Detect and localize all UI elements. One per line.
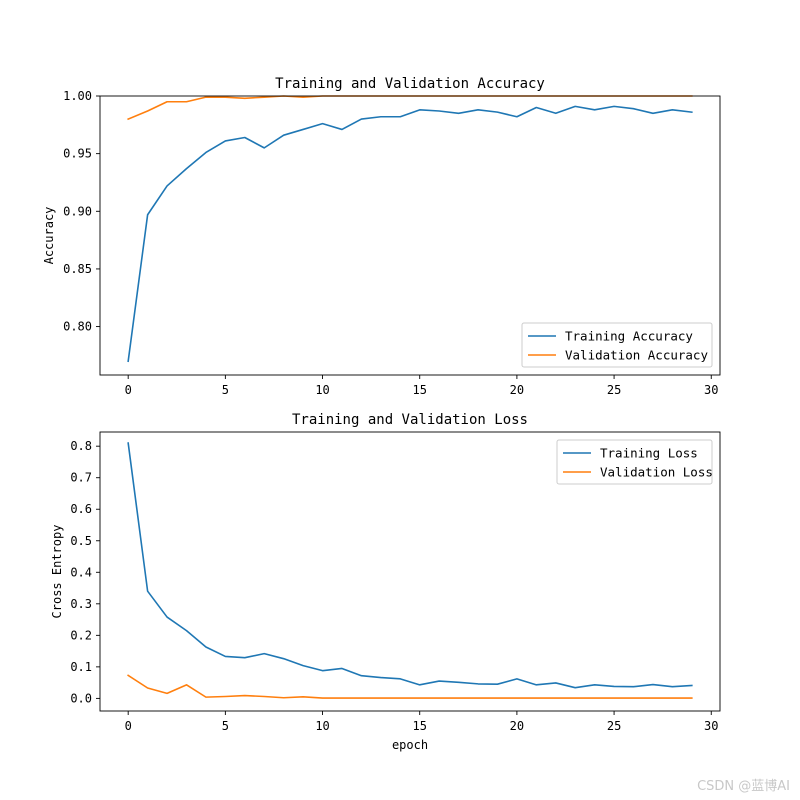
x-tick-label: 20: [510, 719, 524, 733]
x-tick-label: 25: [607, 719, 621, 733]
y-tick-label: 1.00: [63, 89, 92, 103]
y-tick-label: 0.5: [70, 534, 92, 548]
y-tick-label: 0.95: [63, 147, 92, 161]
y-tick-label: 0.2: [70, 628, 92, 642]
y-tick-label: 0.6: [70, 502, 92, 516]
axes-frame: [99, 95, 721, 376]
y-tick-label: 0.3: [70, 597, 92, 611]
y-tick-label: 0.7: [70, 471, 92, 485]
subplot-1: Training and Validation Accuracy 0 5 10 15 20…: [42, 76, 721, 397]
x-tick-label: 15: [412, 719, 426, 733]
legend-label-2: Validation Accuracy: [565, 348, 708, 363]
legend-box: [521, 322, 713, 368]
legend-box: [556, 439, 713, 485]
legend-label-2: Validation Loss: [600, 465, 713, 480]
y-tick-label: 0.85: [63, 262, 92, 276]
x-tick-label: 25: [607, 383, 621, 397]
y-tick-label: 0.90: [63, 204, 92, 218]
axes-frame: [99, 431, 721, 712]
x-tick-label: 0: [125, 719, 132, 733]
x-tick-label: 30: [704, 383, 718, 397]
y-axis-label: Cross Entropy: [50, 525, 64, 619]
chart-title: Training and Validation Loss: [292, 412, 528, 428]
x-tick-label: 0: [125, 383, 132, 397]
y-tick-label: 0.80: [63, 320, 92, 334]
y-tick-label: 0.0: [70, 691, 92, 705]
y-tick-label: 0.8: [70, 439, 92, 453]
watermark: CSDN @蓝博AI: [697, 779, 790, 794]
x-axis-label: epoch: [392, 738, 428, 752]
legend: Training Loss Validation Loss: [556, 439, 713, 485]
legend-label-1: Training Loss: [600, 446, 698, 461]
x-tick-label: 30: [704, 719, 718, 733]
legend: Training Accuracy Validation Accuracy: [521, 322, 713, 368]
y-tick-label: 0.1: [70, 660, 92, 674]
series-line-2: [127, 674, 693, 699]
x-tick-label: 20: [510, 383, 524, 397]
y-axis-label: Accuracy: [42, 207, 56, 265]
x-tick-label: 5: [222, 383, 229, 397]
x-tick-label: 5: [222, 719, 229, 733]
y-tick-label: 0.4: [70, 565, 92, 579]
subplot-2: Training and Validation Loss 0 5 10 15 20 25 30…: [50, 412, 721, 752]
x-tick-label: 10: [315, 383, 329, 397]
series-line-1: [127, 442, 693, 689]
chart-title: Training and Validation Accuracy: [275, 76, 545, 92]
x-tick-label: 10: [315, 719, 329, 733]
legend-label-1: Training Accuracy: [565, 329, 693, 344]
x-tick-label: 15: [412, 383, 426, 397]
series-line-1: [127, 105, 693, 363]
